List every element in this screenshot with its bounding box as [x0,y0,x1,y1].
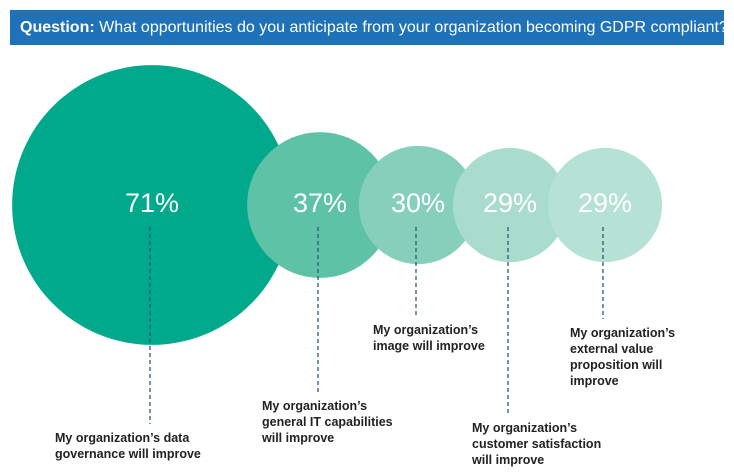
value-label: 71% [125,188,179,218]
title-bar: Question: What opportunities do you anti… [10,10,728,45]
value-label: 29% [483,188,537,218]
value-label: 37% [293,188,347,218]
title-label: Question: [20,19,95,36]
category-label: My organization’s external value proposi… [570,326,676,388]
category-label: My organization’s general IT capabilitie… [262,399,393,445]
bubble [452,147,568,263]
category-label: My organization’s customer satisfaction … [472,421,602,467]
category-label: My organization’s data governance will i… [55,431,201,461]
value-label: 30% [391,188,445,218]
title: What opportunities do you anticipate fro… [99,19,728,36]
bubble [547,147,663,263]
bubble [12,65,292,345]
bubble [247,132,393,278]
value-label: 29% [578,188,632,218]
bubble [358,145,478,265]
category-label: My organization’s image will improve [373,323,485,353]
